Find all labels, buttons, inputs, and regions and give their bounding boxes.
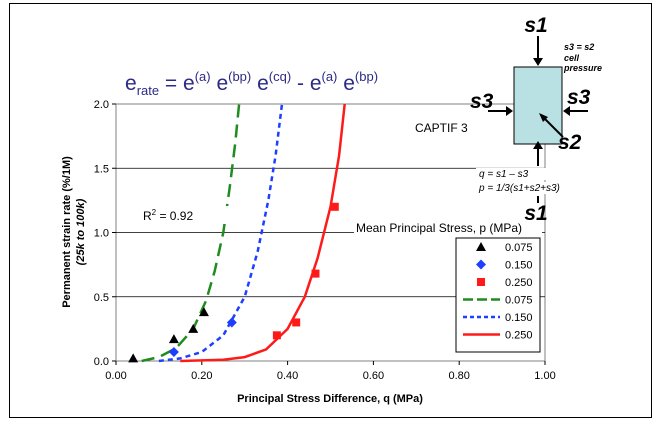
legend-title: Mean Principal Stress, p (MPa) [356, 221, 522, 235]
legend: 0.075 0.150 0.250 0.075 0.150 0.250 [455, 237, 541, 353]
data-point-0.250 [292, 318, 301, 327]
s3-left-label: s3 [470, 90, 494, 113]
note-line-1: s3 = s2 [564, 42, 594, 52]
x-tick-label: 0.00 [105, 370, 126, 382]
s3-right-label: s3 [567, 86, 591, 109]
x-tick-label: 0.80 [448, 370, 469, 382]
legend-marker [477, 278, 485, 286]
data-points [128, 202, 339, 363]
x-tick-label: 0.20 [191, 370, 212, 382]
q-formula: q = s1 – s3 [479, 169, 529, 180]
s3-right-arrowhead [563, 106, 570, 116]
x-axis-label: Principal Stress Difference, q (MPa) [237, 393, 423, 405]
y-tick-label: 0.0 [94, 356, 109, 368]
s2-label: s2 [558, 131, 582, 154]
y-axis-label-range: (25k to 100k) [75, 198, 87, 265]
triaxial-stress-diagram: s1 s3 = s2 cell pressure s3 s3 s2 CAPTIF… [415, 14, 602, 225]
data-point-0.075 [128, 353, 139, 363]
x-tick-label: 0.40 [277, 370, 298, 382]
s2-arrowhead [539, 113, 548, 122]
y-tick-label: 1.0 [94, 228, 109, 240]
mean-stress-label-bg [354, 219, 542, 236]
legend-entry: 0.075 [505, 242, 533, 254]
note-line-2: cell [564, 53, 580, 63]
fit-curve-0.150 [158, 103, 284, 363]
s1-top-arrowhead [533, 58, 543, 66]
s1-top-label: s1 [524, 14, 547, 37]
specimen-box [513, 66, 563, 145]
data-point-0.075 [188, 323, 199, 333]
r2-label: R2 = 0.92 [143, 208, 193, 223]
legend-entry: 0.150 [505, 312, 533, 324]
legend-entry: 0.075 [505, 295, 533, 307]
fit-curves [141, 103, 346, 363]
data-point-0.250 [272, 331, 281, 340]
p-formula: p = 1/3(s1+s2+s3) [478, 183, 560, 194]
data-point-0.150 [168, 347, 179, 358]
data-point-0.150 [226, 317, 237, 328]
data-point-0.075 [168, 334, 179, 344]
s2-arrow [542, 116, 564, 138]
y-tick-label: 2.0 [94, 99, 109, 111]
x-tick-label: 0.60 [363, 370, 384, 382]
fit-curve-0.250 [180, 103, 346, 363]
y-axis-label: Permanent strain rate (%/1M) [61, 156, 73, 308]
y-tick-label: 1.5 [94, 163, 109, 175]
s1-bottom-label: s1 [524, 202, 547, 225]
legend-marker [476, 259, 486, 270]
note-line-3: pressure [563, 63, 602, 73]
data-point-0.250 [311, 269, 320, 278]
fit-curve-0.075 [141, 103, 241, 363]
legend-entry: 0.150 [505, 260, 533, 272]
data-point-0.250 [330, 202, 339, 211]
legend-entry: 0.250 [505, 330, 533, 342]
data-point-0.075 [198, 307, 209, 317]
x-tick-label: 1.00 [534, 370, 555, 382]
rate-equation: erate = e(a) e(bp) e(cq) - e(a) e(bp) [125, 69, 378, 98]
s3-left-arrowhead [506, 106, 513, 116]
legend-marker [476, 242, 486, 251]
p-formula-bg [476, 182, 586, 194]
legend-entry: 0.250 [505, 277, 533, 289]
y-tick-label: 0.5 [94, 292, 109, 304]
r2-label-bg [140, 206, 232, 224]
q-formula-bg [476, 168, 560, 180]
ticks: 0.0 0.5 1.0 1.5 2.0 0.00 0.20 0.40 0.60 0.80 1.00 [94, 99, 556, 382]
s1-bottom-arrowhead [533, 141, 543, 149]
legend-box [455, 237, 541, 353]
captif-label: CAPTIF 3 [415, 121, 468, 135]
